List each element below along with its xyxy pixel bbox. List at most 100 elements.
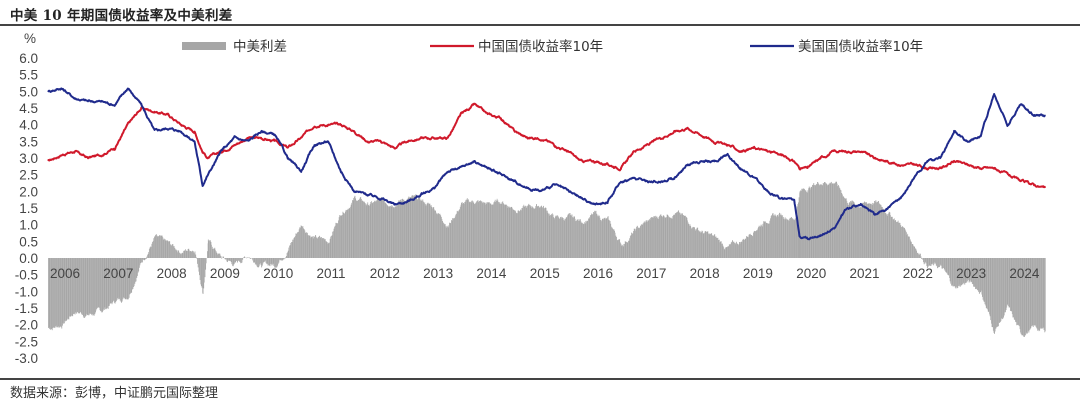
spread-bar <box>295 233 297 258</box>
spread-bar <box>682 215 684 258</box>
spread-bar <box>451 220 453 258</box>
spread-bar <box>268 258 270 265</box>
spread-bar <box>989 258 990 315</box>
spread-bar <box>371 201 372 258</box>
spread-bar <box>524 206 526 258</box>
spread-bar <box>50 258 52 330</box>
spread-bar <box>911 244 913 258</box>
spread-bar <box>940 258 942 265</box>
spread-bar <box>781 216 783 258</box>
spread-bar <box>819 185 821 258</box>
spread-bar <box>947 258 949 275</box>
spread-bar <box>993 258 995 333</box>
spread-bar <box>926 258 928 269</box>
spread-bar <box>640 226 641 258</box>
spread-bar <box>103 258 105 310</box>
spread-bar <box>991 258 993 328</box>
spread-bar <box>223 256 225 258</box>
spread-bar <box>755 231 757 258</box>
spread-bar <box>374 200 376 258</box>
spread-bar <box>981 258 983 295</box>
spread-bar <box>232 258 234 267</box>
spread-bar <box>690 227 692 258</box>
spread-bar <box>245 257 247 258</box>
spread-bar <box>889 212 891 258</box>
spread-bar <box>1008 258 1009 307</box>
spread-bar <box>916 253 918 258</box>
spread-bar <box>1037 258 1039 331</box>
spread-bar <box>631 233 633 258</box>
spread-bar <box>807 190 809 258</box>
spread-bar <box>718 239 720 258</box>
spread-bar <box>317 238 318 258</box>
spread-bar <box>197 258 199 268</box>
spread-bar <box>392 206 394 258</box>
spread-bar <box>495 201 497 258</box>
spread-bar <box>388 206 390 258</box>
spread-bar <box>51 258 53 331</box>
spread-bar <box>116 258 118 300</box>
spread-bar <box>100 258 102 311</box>
spread-bar <box>102 258 104 311</box>
spread-bar <box>570 215 572 258</box>
spread-bar <box>124 258 126 298</box>
spread-bar <box>337 223 339 258</box>
spread-bar <box>926 258 928 266</box>
spread-bar <box>291 242 292 258</box>
spread-bar <box>701 230 703 258</box>
spread-bar <box>369 204 371 258</box>
spread-bar <box>593 212 595 258</box>
spread-bar <box>170 245 172 258</box>
top-divider <box>0 24 1080 26</box>
spread-bar <box>141 258 143 262</box>
spread-bar <box>868 203 870 258</box>
spread-bar <box>466 199 468 258</box>
spread-bar <box>899 222 901 258</box>
spread-bar <box>1004 258 1006 313</box>
spread-bar <box>898 222 900 258</box>
spread-bar <box>471 200 473 258</box>
spread-bar <box>791 217 793 258</box>
spread-bar <box>714 234 716 258</box>
spread-bar <box>844 198 846 258</box>
spread-bar <box>256 258 258 266</box>
spread-bar <box>1041 258 1042 329</box>
spread-bar <box>706 231 708 258</box>
spread-bar <box>479 201 481 258</box>
spread-bar <box>197 258 199 264</box>
legend-spread-swatch <box>182 42 226 50</box>
spread-bar <box>270 258 272 264</box>
spread-bar <box>301 226 303 258</box>
spread-bar <box>639 228 641 258</box>
spread-bar <box>711 233 713 258</box>
spread-bar <box>922 258 924 260</box>
spread-bar <box>728 244 730 258</box>
spread-bar <box>453 217 455 258</box>
spread-bar <box>744 238 746 258</box>
spread-bar <box>727 246 729 258</box>
spread-bar <box>904 229 906 258</box>
spread-bar <box>1044 258 1046 332</box>
spread-bar <box>871 204 872 258</box>
spread-bar <box>863 202 865 258</box>
spread-bar <box>921 258 923 259</box>
spread-bar <box>535 206 537 258</box>
spread-bar <box>448 225 450 258</box>
spread-bar <box>439 213 441 258</box>
spread-bar <box>783 218 785 258</box>
spread-bar <box>187 249 189 258</box>
spread-bar <box>540 206 542 258</box>
spread-bar <box>334 225 336 258</box>
spread-bar <box>55 258 57 326</box>
spread-bar <box>579 220 581 258</box>
x-tick-label: 2008 <box>157 266 187 281</box>
spread-bar <box>779 212 780 258</box>
spread-bar <box>217 253 219 258</box>
spread-bar <box>330 236 332 258</box>
us-yield-line <box>47 87 1046 241</box>
spread-bar <box>694 229 696 258</box>
spread-bar <box>591 214 593 258</box>
spread-bar <box>956 258 958 289</box>
spread-bar <box>544 208 546 258</box>
spread-bar <box>580 221 582 258</box>
